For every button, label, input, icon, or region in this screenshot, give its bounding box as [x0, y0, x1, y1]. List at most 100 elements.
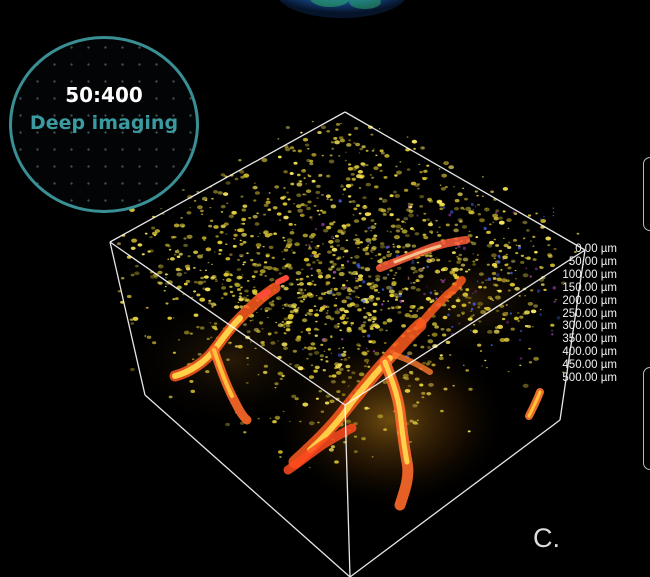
particle	[500, 269, 503, 271]
particle	[417, 183, 421, 186]
particle	[238, 159, 242, 162]
particle	[370, 229, 373, 232]
particle	[421, 177, 424, 179]
particle	[329, 336, 333, 338]
particle	[211, 306, 214, 308]
particle	[281, 342, 288, 347]
particle	[496, 273, 500, 277]
particle	[526, 229, 530, 232]
particle	[349, 302, 356, 307]
particle	[460, 206, 465, 210]
particle	[320, 358, 324, 361]
particle	[222, 192, 229, 196]
particle	[512, 238, 518, 242]
particle	[458, 322, 461, 325]
particle	[189, 379, 194, 383]
particle	[481, 176, 484, 178]
particle	[390, 224, 396, 228]
particle	[529, 240, 533, 242]
particle	[325, 394, 331, 398]
particle	[284, 147, 291, 152]
particle	[467, 268, 471, 271]
particle	[436, 231, 439, 233]
particle	[234, 345, 239, 348]
depth-tick-unit: µm	[597, 294, 617, 307]
particle	[165, 277, 167, 279]
particle	[345, 183, 352, 188]
particle	[283, 286, 289, 291]
particle	[318, 213, 321, 216]
particle	[317, 296, 323, 301]
particle	[211, 197, 214, 200]
particle	[241, 217, 247, 222]
particle	[213, 225, 219, 229]
particle	[185, 279, 191, 283]
particle	[225, 422, 231, 427]
particle	[375, 154, 378, 157]
particle	[447, 308, 451, 311]
particle	[550, 323, 555, 327]
particle	[411, 259, 414, 262]
particle	[240, 175, 245, 179]
particle	[472, 302, 476, 306]
particle	[456, 260, 461, 264]
particle	[337, 229, 343, 234]
depth-tick-unit: µm	[597, 307, 617, 320]
particle	[373, 166, 379, 171]
particle	[467, 317, 473, 321]
particle	[434, 219, 437, 222]
particle	[456, 256, 459, 258]
particle	[296, 173, 301, 177]
particle	[455, 298, 461, 303]
particle	[362, 280, 366, 284]
particle	[326, 198, 329, 200]
particle	[274, 415, 281, 420]
particle	[307, 346, 313, 351]
particle	[426, 218, 431, 221]
particle	[547, 244, 551, 247]
particle	[452, 267, 459, 272]
particle	[414, 377, 420, 381]
box-edge	[344, 111, 586, 251]
particle	[214, 304, 217, 306]
particle	[236, 268, 242, 272]
particle	[336, 366, 340, 369]
particle	[262, 231, 266, 234]
particle	[144, 335, 147, 337]
particle	[442, 333, 447, 337]
particle	[457, 257, 461, 260]
particle	[379, 244, 386, 249]
particle	[298, 288, 304, 292]
particle	[410, 282, 413, 285]
depth-tick-unit: µm	[597, 255, 617, 268]
particle	[333, 136, 338, 140]
particle	[371, 237, 377, 241]
particle	[372, 350, 376, 353]
particle	[527, 301, 534, 306]
particle	[513, 212, 518, 215]
particle	[389, 286, 394, 290]
particle	[425, 297, 432, 301]
particle	[315, 397, 319, 400]
particle	[467, 430, 471, 433]
particle	[296, 182, 303, 187]
particle	[434, 292, 439, 296]
particle	[338, 136, 344, 140]
particle	[436, 269, 439, 271]
particle	[446, 328, 451, 332]
particle	[380, 151, 385, 155]
particle	[305, 183, 308, 185]
particle	[412, 403, 418, 408]
particle	[364, 252, 370, 256]
particle	[141, 253, 145, 256]
particle	[512, 211, 516, 214]
particle	[520, 260, 525, 264]
particle	[209, 336, 213, 339]
particle	[377, 414, 384, 419]
particle	[440, 327, 445, 331]
particle	[277, 340, 280, 342]
particle	[237, 301, 240, 304]
particle	[360, 162, 365, 166]
particle	[189, 332, 193, 335]
particle	[453, 207, 460, 211]
